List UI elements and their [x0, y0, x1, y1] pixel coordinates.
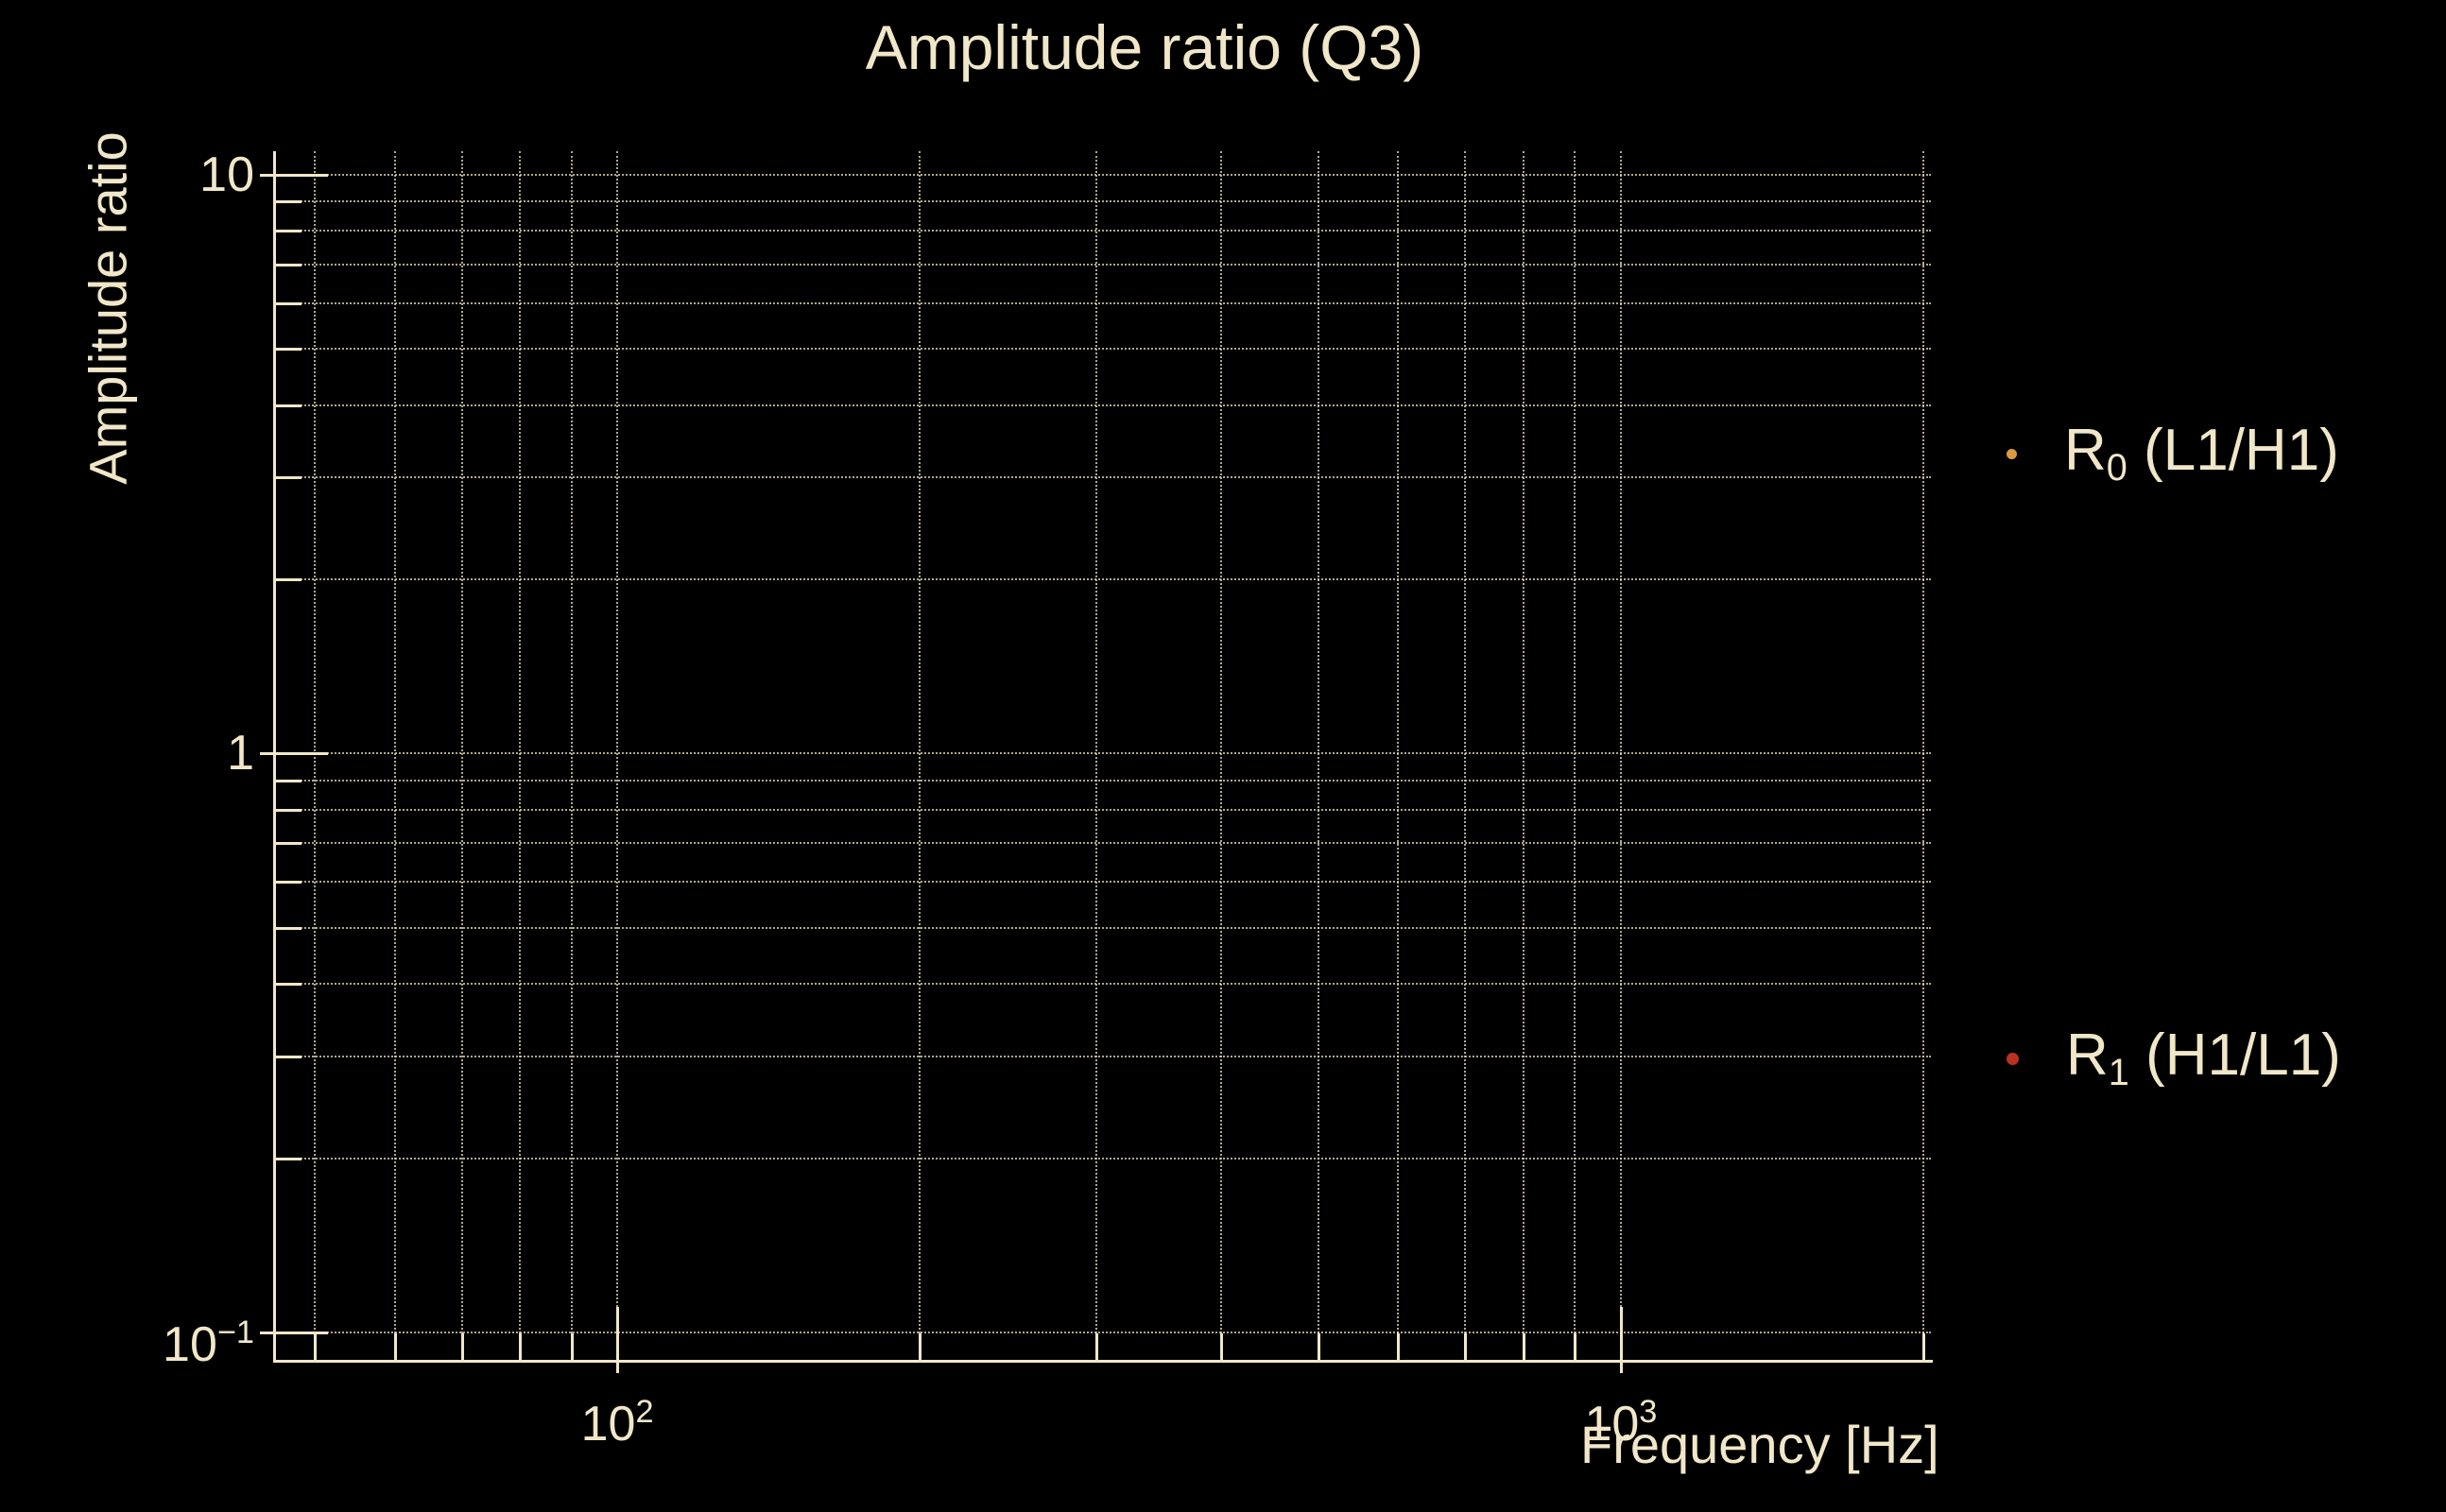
minor-tick-y — [275, 348, 301, 352]
minor-tick-x — [1220, 1333, 1224, 1360]
major-tick-y-outer — [260, 173, 275, 177]
gridline-x — [570, 151, 573, 1360]
legend-label-r0: R0 (L1/H1) — [2064, 417, 2339, 490]
legend-label-symbol: R — [2064, 418, 2107, 484]
gridline-y — [275, 301, 1931, 304]
minor-tick-y — [275, 808, 301, 812]
gridline-y — [275, 1332, 1931, 1334]
minor-tick-x — [1397, 1333, 1401, 1360]
gridline-x — [519, 151, 522, 1360]
gridline-x — [1464, 151, 1467, 1360]
x-axis-spine — [273, 1360, 1933, 1363]
minor-tick-y — [275, 1157, 301, 1160]
minor-tick-x — [1523, 1333, 1525, 1360]
gridline-y — [275, 752, 1931, 755]
plot-area: 102 103 10 1 10−1 — [163, 147, 1933, 1452]
gridline-x — [393, 151, 396, 1360]
minor-tick-y — [275, 926, 301, 930]
minor-tick-y — [275, 1055, 301, 1058]
major-tick-y — [275, 173, 328, 177]
minor-tick-y — [275, 199, 301, 203]
minor-tick-x — [1094, 1333, 1098, 1360]
gridline-y — [275, 1055, 1931, 1057]
gridline-y — [275, 230, 1931, 232]
minor-tick-y — [275, 263, 301, 266]
gridline-y — [275, 1157, 1931, 1160]
gridline-x — [1921, 151, 1924, 1360]
legend-marker-dot-r1 — [2007, 1052, 2019, 1065]
legend-label-subscript: 0 — [2106, 447, 2127, 490]
major-tick-x-outer — [1619, 1360, 1623, 1373]
x-tick-label: 102 — [580, 1394, 654, 1452]
gridline-x — [1397, 151, 1400, 1360]
minor-tick-y — [275, 578, 301, 582]
major-tick-x — [1619, 1307, 1623, 1360]
gridline-x — [1094, 151, 1097, 1360]
gridline-y — [275, 881, 1931, 884]
x-tick-label: 103 — [1584, 1394, 1658, 1452]
major-tick-y — [275, 752, 328, 756]
legend-label-rest: (L1/H1) — [2127, 418, 2339, 484]
minor-tick-y — [275, 404, 301, 407]
gridline-y — [275, 476, 1931, 479]
x-axis-label: Frequency [Hz] — [1580, 1415, 1939, 1474]
major-tick-y — [275, 1332, 328, 1335]
minor-tick-y — [275, 983, 301, 987]
minor-tick-x — [460, 1333, 464, 1360]
gridline-x — [1574, 151, 1576, 1360]
gridline-x — [1318, 151, 1320, 1360]
legend-label-subscript: 1 — [2108, 1052, 2129, 1094]
gridline-x — [1619, 151, 1622, 1360]
gridline-x — [616, 151, 619, 1360]
legend-entry-r1: R1 (H1/L1) — [2007, 1021, 2341, 1096]
y-axis-spine — [273, 151, 276, 1363]
minor-tick-x — [1921, 1333, 1925, 1360]
gridline-y — [275, 404, 1931, 406]
gridline-y — [275, 173, 1931, 176]
gridline-y — [275, 199, 1931, 202]
y-tick-label: 10 — [199, 146, 254, 202]
y-tick-label: 10−1 — [163, 1314, 254, 1372]
major-tick-x-outer — [616, 1360, 620, 1373]
gridline-y — [275, 779, 1931, 782]
legend-marker-dot-r0 — [2007, 448, 2017, 459]
gridline-y — [275, 842, 1931, 845]
legend-label-rest: (H1/L1) — [2128, 1022, 2341, 1089]
legend-label-symbol: R — [2066, 1022, 2109, 1089]
gridline-x — [314, 151, 317, 1360]
major-tick-y-outer — [260, 1332, 275, 1335]
minor-tick-x — [1318, 1333, 1321, 1360]
minor-tick-y — [275, 301, 301, 305]
legend-label-r1: R1 (H1/L1) — [2066, 1022, 2341, 1094]
gridline-y — [275, 578, 1931, 581]
major-tick-y-outer — [260, 752, 275, 756]
gridline-y — [275, 348, 1931, 351]
gridline-x — [918, 151, 921, 1360]
minor-tick-x — [393, 1333, 397, 1360]
minor-tick-x — [1574, 1333, 1577, 1360]
minor-tick-y — [275, 842, 301, 846]
major-tick-x — [616, 1307, 620, 1360]
gridline-y — [275, 263, 1931, 266]
minor-tick-x — [918, 1333, 922, 1360]
minor-tick-y — [275, 476, 301, 480]
gridline-x — [460, 151, 463, 1360]
minor-tick-x — [314, 1333, 318, 1360]
minor-tick-x — [570, 1333, 574, 1360]
gridline-y — [275, 983, 1931, 986]
minor-tick-y — [275, 779, 301, 782]
gridline-x — [1220, 151, 1223, 1360]
gridline-y — [275, 926, 1931, 929]
minor-tick-x — [519, 1333, 523, 1360]
y-tick-label: 1 — [227, 726, 254, 782]
minor-tick-y — [275, 881, 301, 885]
chart-title: Amplitude ratio (Q3) — [865, 12, 1424, 82]
gridline-x — [1523, 151, 1524, 1360]
legend-entry-r0: R0 (L1/H1) — [2007, 416, 2339, 491]
gridline-y — [275, 808, 1931, 811]
minor-tick-y — [275, 230, 301, 233]
minor-tick-x — [1464, 1333, 1468, 1360]
